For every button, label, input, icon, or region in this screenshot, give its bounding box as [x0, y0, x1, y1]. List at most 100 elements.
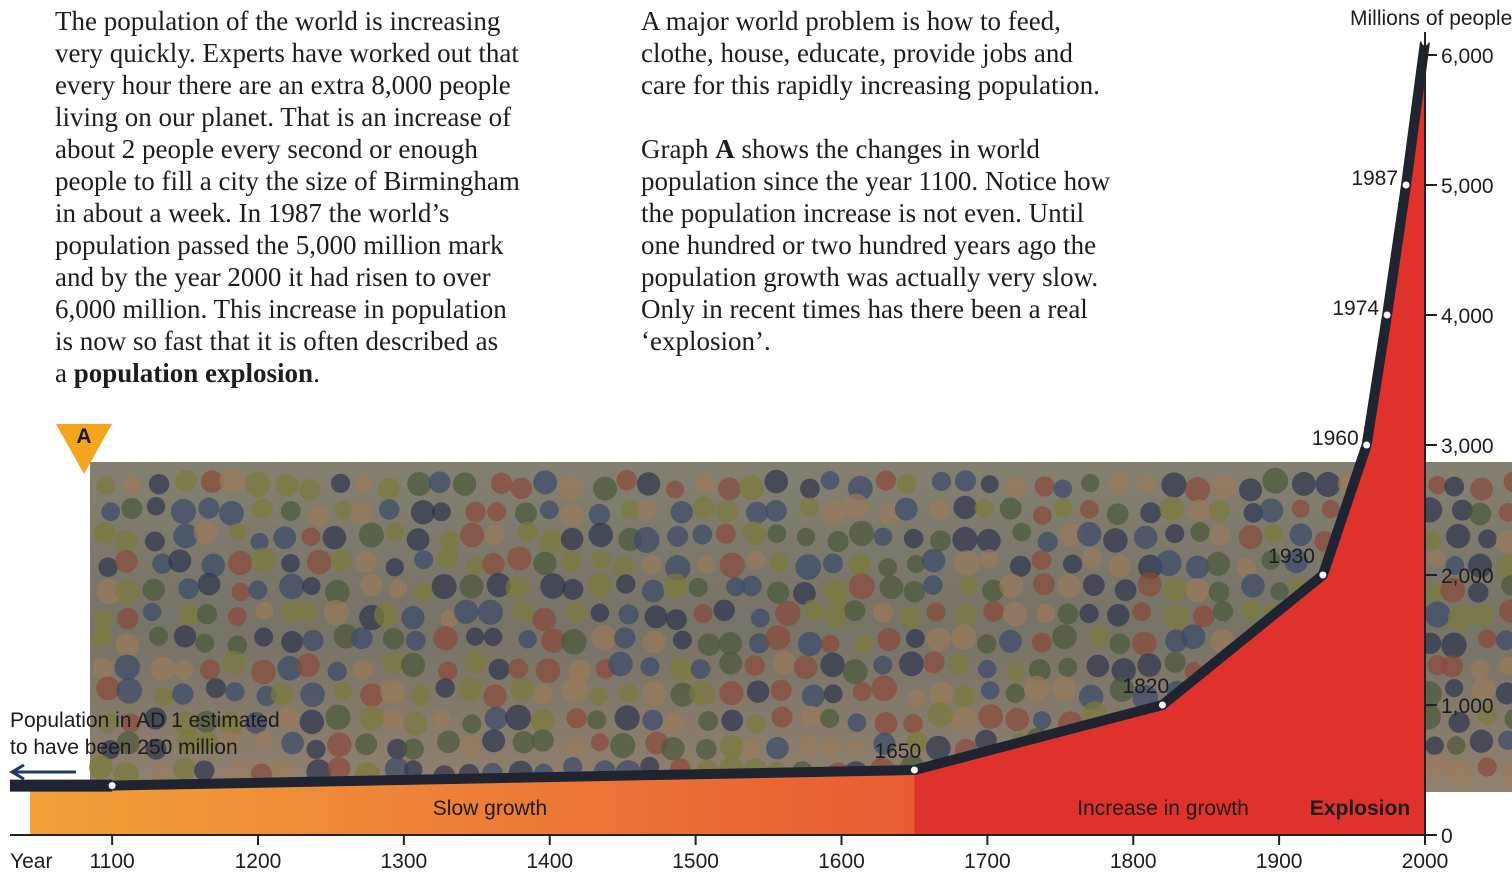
crowd-figure [122, 476, 141, 495]
crowd-figure [540, 530, 564, 554]
crowd-figure [616, 574, 635, 593]
crowd-figure [767, 581, 789, 603]
annotation: Explosion [1310, 797, 1410, 820]
crowd-figure [981, 681, 999, 699]
text-span: Graph [641, 134, 715, 164]
crowd-figure [1035, 476, 1055, 496]
crowd-figure [275, 474, 298, 497]
crowd-figure [1089, 626, 1110, 647]
data-point [1403, 182, 1410, 189]
crowd-figure [981, 475, 999, 493]
crowd-figure [953, 496, 976, 519]
crowd-figure [1239, 478, 1262, 501]
crowd-figure [803, 599, 824, 620]
crowd-figure [719, 632, 742, 655]
crowd-figure [1478, 530, 1497, 549]
crowd-figure [101, 502, 120, 521]
crowd-figure [478, 600, 503, 625]
crowd-figure [746, 502, 768, 524]
crowd-figure [116, 678, 142, 704]
crowd-figure [1185, 477, 1210, 502]
crowd-figure [1003, 602, 1028, 627]
crowd-figure [1165, 605, 1189, 629]
crowd-figure [271, 683, 294, 706]
crowd-figure [975, 499, 994, 518]
crowd-figure [823, 553, 843, 573]
crowd-figure [228, 607, 247, 626]
crowd-figure [637, 472, 660, 495]
crowd-figure [508, 659, 528, 679]
crowd-figure [1206, 552, 1230, 576]
crowd-figure [849, 573, 875, 599]
crowd-figure [824, 579, 850, 605]
crowd-figure [983, 601, 1004, 622]
crowd-figure [149, 474, 169, 494]
text-span: population explosion [74, 358, 313, 388]
crowd-figure [589, 687, 607, 705]
crowd-figure [1441, 655, 1463, 677]
crowd-figure [222, 651, 246, 675]
crowd-figure [491, 472, 513, 494]
crowd-figure [1441, 632, 1467, 658]
crowd-figure [567, 737, 586, 756]
crowd-figure [302, 527, 321, 546]
crowd-figure [1058, 658, 1077, 677]
y-tick-label: 6,000 [1441, 45, 1494, 68]
crowd-figure [355, 733, 377, 755]
crowd-figure [642, 555, 662, 575]
crowd-figure [219, 468, 245, 494]
crowd-figure [351, 627, 373, 649]
paragraph-line: in about a week. In 1987 the world’s [55, 198, 449, 228]
crowd-figure [1156, 550, 1182, 576]
crowd-figure [459, 574, 483, 598]
crowd-figure [589, 504, 611, 526]
crowd-figure [1080, 500, 1099, 519]
crowd-figure [1108, 555, 1131, 578]
crowd-figure [1057, 574, 1081, 598]
crowd-figure [255, 602, 273, 620]
crowd-figure [281, 732, 304, 755]
crowd-figure [719, 553, 744, 578]
crowd-figure [460, 523, 484, 547]
crowd-figure [923, 651, 945, 673]
crowd-figure [93, 522, 115, 544]
crowd-figure [1006, 684, 1025, 703]
crowd-figure [878, 628, 901, 651]
crowd-figure [433, 710, 452, 729]
crowd-figure [848, 713, 867, 732]
crowd-figure [744, 655, 765, 676]
crowd-figure [1134, 526, 1157, 549]
crowd-figure [510, 677, 534, 701]
crowd-figure [671, 501, 693, 523]
crowd-figure [1132, 631, 1156, 655]
crowd-figure [383, 628, 405, 650]
crowd-figure [1052, 624, 1077, 649]
crowd-figure [462, 714, 481, 733]
crowd-figure [855, 635, 873, 653]
crowd-figure [379, 499, 400, 520]
paragraph-line: and by the year 2000 it had risen to ove… [55, 262, 491, 292]
crowd-figure [689, 680, 715, 706]
crowd-figure [147, 497, 165, 515]
paragraph-line: 6,000 million. This increase in populati… [55, 294, 507, 324]
crowd-figure [1063, 555, 1082, 574]
crowd-figure [459, 736, 481, 758]
crowd-figure [642, 681, 666, 705]
crowd-figure [433, 626, 457, 650]
crowd-figure [593, 477, 617, 501]
crowd-figure [562, 579, 583, 600]
crowd-figure [928, 702, 954, 728]
crowd-figure [389, 580, 407, 598]
x-tick-label: 1700 [964, 850, 1011, 873]
crowd-figure [116, 633, 140, 657]
page: A The population of the world is increas… [0, 0, 1512, 878]
crowd-figure [821, 635, 839, 653]
crowd-figure [999, 630, 1022, 653]
graph-label: A [76, 425, 91, 448]
crowd-figure [380, 679, 404, 703]
crowd-figure [747, 714, 766, 733]
paragraph-line: clothe, house, educate, provide jobs and [641, 38, 1073, 68]
crowd-figure [200, 659, 220, 679]
crowd-figure [359, 523, 384, 548]
crowd-figure [1193, 606, 1215, 628]
